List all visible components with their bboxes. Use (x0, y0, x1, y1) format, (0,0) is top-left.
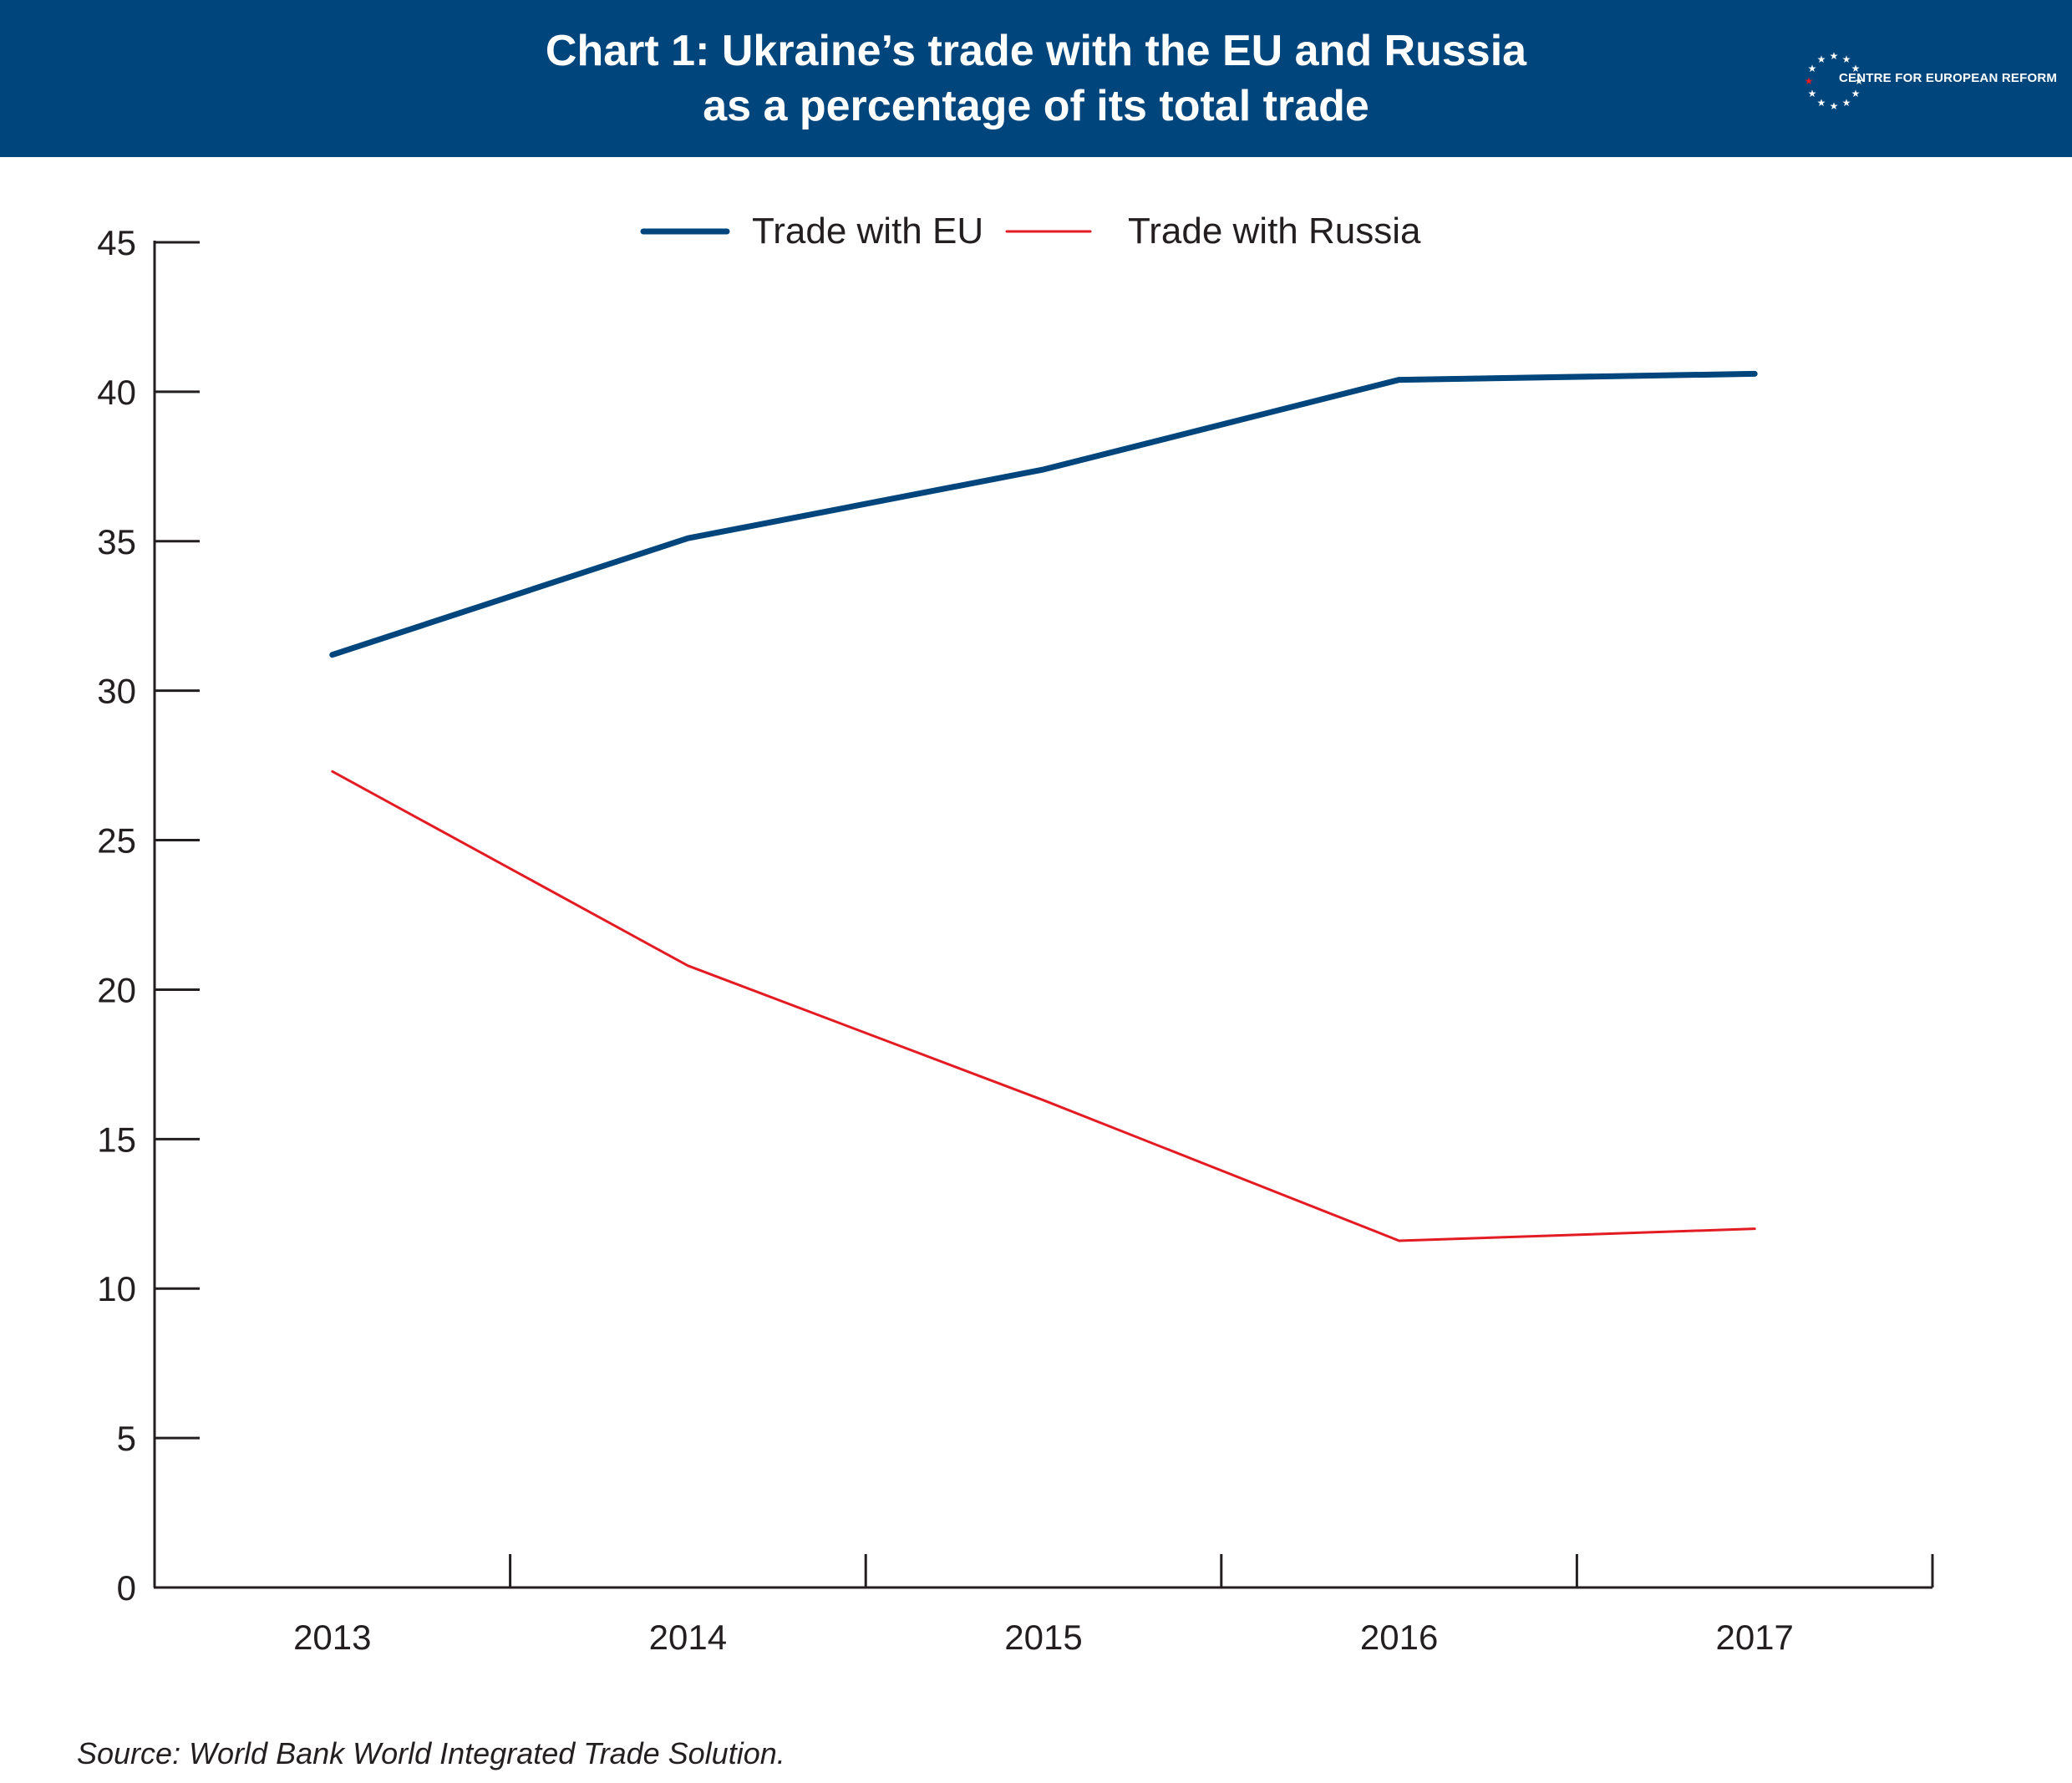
chart-title: Chart 1: Ukraine’s trade with the EU and… (117, 23, 1955, 134)
cer-logo-stars-icon: ★ ★★★★★★★★★★★ (1805, 50, 1864, 112)
y-tick-label: 15 (97, 1120, 136, 1159)
x-tick-label: 2017 (1715, 1618, 1793, 1657)
logo-star-icon: ★ (1830, 50, 1839, 62)
y-tick-label: 0 (117, 1568, 136, 1608)
logo-star-icon: ★ (1817, 97, 1826, 109)
y-tick-label: 30 (97, 672, 136, 711)
cer-logo-text: CENTRE FOR EUROPEAN REFORM (1839, 71, 2058, 85)
source-note: Source: World Bank World Integrated Trad… (77, 1736, 785, 1770)
chart-legend: Trade with EU Trade with Russia (640, 211, 1421, 251)
y-tick-label: 45 (97, 223, 136, 262)
x-axis-ticks: 2013 2014 2015 2016 2017 (293, 1554, 1934, 1657)
y-tick-label: 5 (117, 1419, 136, 1458)
chart-series (329, 370, 1758, 1242)
logo-star-icon: ★ (1805, 75, 1813, 87)
chart-title-line-1: Chart 1: Ukraine’s trade with the EU and… (545, 27, 1527, 75)
logo-star-icon: ★ (1817, 53, 1826, 65)
logo-star-icon: ★ (1842, 53, 1851, 65)
legend-label: Trade with EU (752, 211, 983, 251)
chart-title-line-2: as a percentage of its total trade (703, 82, 1369, 130)
series-line-eu (329, 370, 1758, 658)
logo-star-icon: ★ (1808, 63, 1817, 74)
x-tick-label: 2014 (649, 1618, 727, 1657)
y-tick-label: 40 (97, 373, 136, 412)
y-tick-label: 25 (97, 821, 136, 861)
logo-star-icon: ★ (1830, 100, 1839, 112)
logo-star-icon: ★ (1851, 63, 1861, 74)
x-tick-label: 2015 (1004, 1618, 1082, 1657)
logo-star-icon: ★ (1808, 88, 1817, 99)
y-tick-label: 35 (97, 522, 136, 561)
y-axis-ticks: 0 5 10 15 20 25 30 35 40 45 (97, 223, 200, 1608)
legend-label: Trade with Russia (1128, 211, 1421, 251)
series-line-russia (331, 770, 1756, 1242)
y-tick-label: 10 (97, 1269, 136, 1308)
logo-star-icon: ★ (1855, 75, 1864, 87)
y-tick-label: 20 (97, 970, 136, 1009)
chart-header: Chart 1: Ukraine’s trade with the EU and… (0, 0, 2072, 157)
x-tick-label: 2016 (1360, 1618, 1438, 1657)
x-tick-label: 2013 (293, 1618, 371, 1657)
chart-axes (153, 241, 1932, 1589)
logo-star-icon: ★ (1851, 88, 1861, 99)
logo-star-icon: ★ (1842, 97, 1851, 109)
